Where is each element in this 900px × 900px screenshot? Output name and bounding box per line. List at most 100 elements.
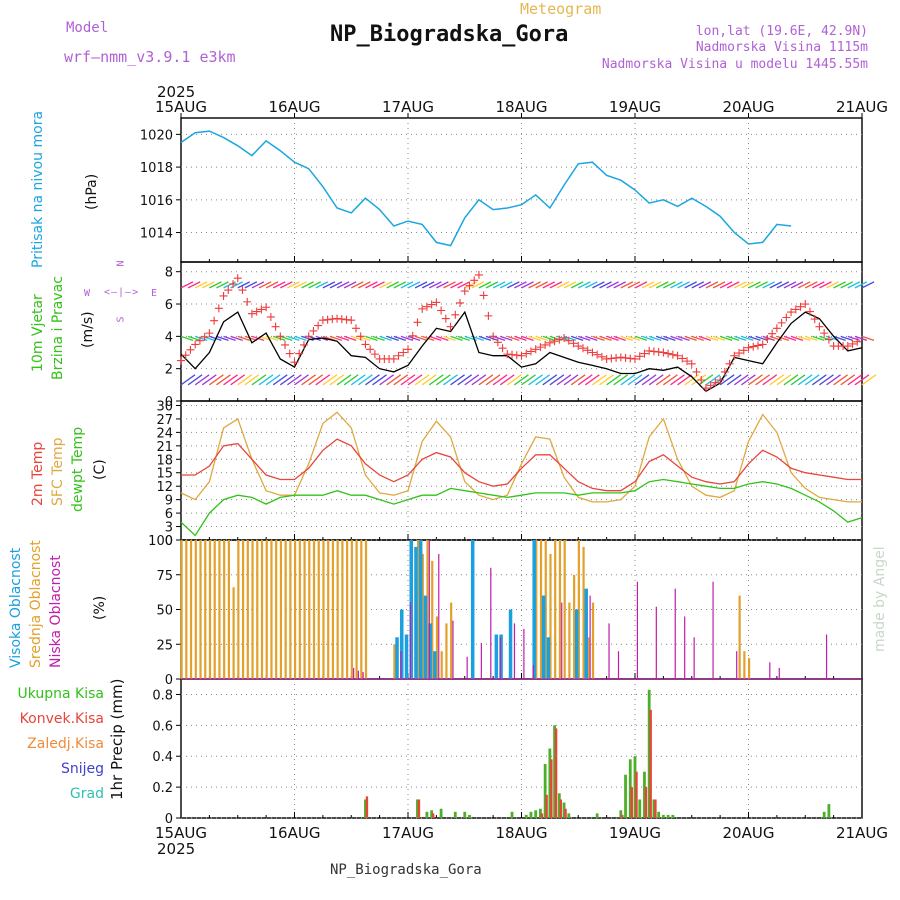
wind-barb <box>400 335 414 341</box>
wind-gust-marker <box>763 335 772 344</box>
chart-subtitle: Meteogram <box>520 0 602 18</box>
wind-barb <box>599 335 612 341</box>
wind-barb <box>677 335 690 341</box>
wind-barb <box>301 374 316 386</box>
wind-barb <box>506 374 522 386</box>
wind-barb <box>223 374 238 386</box>
wind-barb <box>755 374 770 386</box>
wind-barb <box>514 281 527 289</box>
wind-barb <box>528 374 543 386</box>
wind-barb <box>804 374 820 386</box>
high-cloud-bar <box>546 637 551 679</box>
wind-gust-marker <box>687 359 696 368</box>
wind-barb <box>492 335 506 341</box>
wind-barb <box>662 374 678 386</box>
wind-gust-marker <box>739 346 748 355</box>
wind-barb <box>507 335 520 341</box>
high-cloud-bar <box>414 546 418 679</box>
wind-gust-marker <box>578 344 587 353</box>
convective-rain-bar <box>564 808 567 818</box>
wind-gust-marker <box>853 337 862 346</box>
low-cloud-bar <box>684 616 686 679</box>
wind-barb <box>563 374 579 386</box>
wind-gust-marker <box>191 340 200 349</box>
y-tick-label: 6 <box>165 507 173 522</box>
wind-barb <box>343 374 359 386</box>
wind-barb <box>201 281 215 289</box>
wind-gust-marker <box>659 348 668 357</box>
wind-barb <box>287 374 302 386</box>
wind-barb <box>570 335 584 341</box>
wind-barb <box>741 374 756 386</box>
wind-barb <box>592 374 607 386</box>
top-year-label: 2025 <box>157 83 195 101</box>
low-cloud-bar <box>362 672 364 679</box>
wind-barb <box>698 281 712 289</box>
wind-gust-marker <box>673 351 682 360</box>
mid-cloud-bar <box>554 540 557 679</box>
mid-cloud-bar <box>331 540 335 679</box>
wind-barb <box>421 281 435 289</box>
convective-rain-bar <box>540 813 544 818</box>
wind-gust-marker <box>683 357 692 366</box>
mid-cloud-bar <box>312 540 316 679</box>
top-date-label: 18AUG <box>496 98 548 116</box>
bottom-year-label: 2025 <box>157 840 195 858</box>
total-rain-bar <box>827 804 831 818</box>
bottom-date-label: 21AUG <box>836 824 888 842</box>
wind-gust-marker <box>460 287 469 296</box>
wind-gust-marker <box>252 307 261 316</box>
wind-gust-marker <box>446 322 455 331</box>
wind-barb <box>819 281 832 289</box>
wind-barb <box>372 335 385 341</box>
low-cloud-bar <box>409 602 411 679</box>
mid-cloud-bar <box>194 540 197 679</box>
dewpoint-line <box>180 478 863 537</box>
convective-rain-bar <box>365 796 369 818</box>
y-tick-label: 1020 <box>140 128 173 143</box>
wind-barb <box>641 335 655 341</box>
mid-cloud-bar <box>265 540 268 679</box>
wind-barb <box>648 374 664 386</box>
wind-barb <box>734 281 747 289</box>
wind-barb <box>627 335 641 341</box>
wind-barb <box>521 281 534 289</box>
wind-gust-marker <box>545 338 554 347</box>
wind-gust-marker <box>456 298 465 307</box>
mid-cloud-bar <box>317 540 320 679</box>
y-tick-label: 0.8 <box>152 688 173 703</box>
mid-cloud-bar <box>558 540 562 679</box>
wind-gust-marker <box>536 343 545 352</box>
wind-barb <box>719 374 735 386</box>
wind-gust-marker <box>531 345 540 354</box>
y-tick-label: 0.4 <box>152 750 173 765</box>
y-tick-label: 24 <box>156 426 173 441</box>
wind-gust-marker <box>664 349 673 358</box>
wind-gust-marker <box>186 345 195 354</box>
mid-cloud-bar <box>279 540 283 679</box>
wind-barb <box>783 374 799 386</box>
wind-gust-marker <box>314 321 323 330</box>
wind-barb <box>365 374 380 386</box>
mid-cloud-bar <box>568 602 571 679</box>
y-tick-label: 50 <box>156 604 173 619</box>
wind-gust-marker <box>290 358 299 367</box>
wind-barb <box>272 281 286 289</box>
wind-gust-marker <box>692 367 701 376</box>
high-cloud-bar <box>418 540 423 679</box>
wind-barb <box>677 374 692 386</box>
wind-barb <box>712 335 726 341</box>
wind-barb <box>393 281 407 289</box>
total-rain-bar <box>652 799 656 818</box>
wind-barb <box>294 335 307 341</box>
y-tick-label: 100 <box>148 534 173 549</box>
wind-barb <box>180 335 194 341</box>
low-cloud-bar <box>353 667 355 679</box>
wind-barb <box>528 335 541 341</box>
wind-barb <box>620 374 636 386</box>
low-cloud-bar <box>617 651 620 679</box>
wind-barb <box>840 374 856 386</box>
bottom-date-label: 17AUG <box>382 824 434 842</box>
wind-barb <box>237 374 253 386</box>
convective-rain-bar <box>649 709 652 818</box>
